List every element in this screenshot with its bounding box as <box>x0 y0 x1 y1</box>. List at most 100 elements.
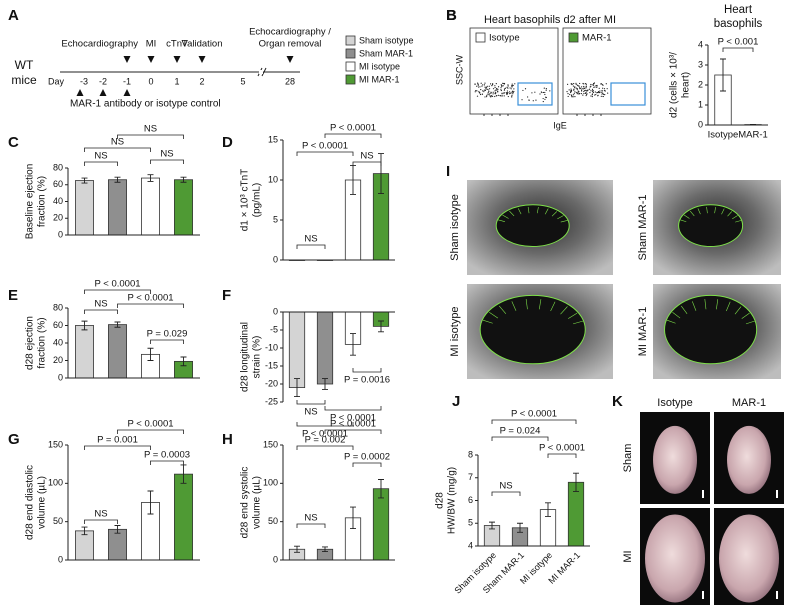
significance-label: P < 0.0001 <box>127 293 173 304</box>
y-axis-label: Baseline ejection <box>25 164 36 240</box>
significance-bracket <box>84 309 118 314</box>
strain-line <box>502 214 509 219</box>
flow-dot <box>513 88 515 90</box>
axis-break-gap <box>259 70 263 74</box>
flow-dot <box>490 96 492 98</box>
flow-dot <box>576 88 578 90</box>
flow-dot <box>480 82 482 84</box>
bar <box>108 179 127 236</box>
panel-letter: G <box>8 431 20 448</box>
significance-label: NS <box>360 151 373 162</box>
y-tick-label: 20 <box>53 355 63 365</box>
lv-trace <box>664 294 758 365</box>
photo-row-label: MI <box>622 550 634 562</box>
flow-dot <box>585 91 587 94</box>
strain-line <box>680 219 687 223</box>
event-label: Echocardiography / <box>249 27 331 38</box>
y-tick-label: 5 <box>273 214 278 224</box>
flow-dot <box>596 86 598 88</box>
y-axis-label: HW/BW (mg/g) <box>447 467 458 534</box>
flow-dot <box>503 92 505 95</box>
panel-letter: D <box>222 134 233 151</box>
flow-dot <box>570 95 573 97</box>
flow-dot <box>585 86 587 88</box>
heart <box>727 425 771 494</box>
flow-dot <box>494 95 496 98</box>
y-tick-label: 5 <box>468 518 473 528</box>
flow-dot <box>496 94 498 97</box>
flow-dot <box>580 92 583 95</box>
y-tick-label: 60 <box>53 179 63 189</box>
flow-legend-box <box>568 32 579 43</box>
y-tick-label: -25 <box>265 396 278 406</box>
flow-dot <box>584 92 587 94</box>
flow-dot <box>590 95 592 97</box>
lv-trace <box>678 204 744 248</box>
significance-label: P < 0.001 <box>718 37 759 48</box>
significance-label: P = 0.001 <box>97 435 138 446</box>
flow-dot <box>488 94 490 96</box>
flow-dot <box>598 87 600 90</box>
heart <box>653 425 697 494</box>
flow-dot <box>500 89 503 92</box>
flow-dot <box>591 94 593 96</box>
error-bar <box>378 153 384 195</box>
significance-label: P < 0.0001 <box>330 413 376 424</box>
chart-title: Heart <box>724 4 753 16</box>
flow-dot <box>476 90 478 92</box>
flow-dot <box>494 90 496 92</box>
flow-dot <box>511 90 514 92</box>
flow-dot <box>542 91 545 94</box>
event-arrow <box>173 56 181 63</box>
flow-dot <box>602 84 604 86</box>
flow-dot <box>479 86 481 88</box>
flow-dot <box>581 86 583 88</box>
y-tick-label: 0 <box>698 119 703 129</box>
flow-dot <box>543 87 545 89</box>
strain-line <box>732 215 738 220</box>
significance-label: P < 0.0001 <box>302 141 348 152</box>
strain-line <box>706 206 708 214</box>
flow-dot <box>582 88 584 90</box>
y-axis-label: strain (%) <box>252 336 263 379</box>
y-axis-label: d28 longitudinal <box>240 322 251 392</box>
strain-line <box>550 301 556 312</box>
y-axis-label: d28 <box>435 492 446 509</box>
significance-bracket <box>296 422 354 427</box>
strain-line <box>666 319 676 324</box>
flow-dot <box>601 91 603 93</box>
chart-title: basophils <box>714 18 763 30</box>
flow-dot <box>568 89 570 91</box>
flow-dot <box>597 90 600 93</box>
significance-bracket <box>150 460 184 465</box>
flow-dot <box>575 83 577 86</box>
flow-dot <box>491 95 494 98</box>
y-tick-label: 40 <box>53 337 63 347</box>
significance-label: P = 0.0002 <box>344 452 390 463</box>
y-tick-label: 0 <box>58 554 63 564</box>
y-tick-label: 150 <box>48 439 63 449</box>
panel-letter: A <box>8 7 19 24</box>
bar <box>372 488 390 561</box>
flow-dot <box>575 82 577 84</box>
y-axis-label: volume (µL) <box>37 476 48 529</box>
bar <box>174 473 193 561</box>
flow-dot <box>591 95 593 98</box>
significance-bracket <box>296 445 354 450</box>
strain-line <box>511 301 517 311</box>
flow-dot <box>501 93 503 95</box>
flow-dot <box>576 84 579 86</box>
flow-dot <box>491 95 493 97</box>
legend-swatch <box>345 48 356 59</box>
error-bar <box>114 176 121 183</box>
flow-dot <box>507 92 509 94</box>
flow-dot <box>507 87 509 89</box>
day-tick: -3 <box>80 76 88 86</box>
flow-dot <box>501 95 503 97</box>
significance-bracket <box>324 133 382 138</box>
y-tick-label: -15 <box>265 360 278 370</box>
echo-label: MI isotype <box>449 306 461 356</box>
flow-dot <box>477 86 480 88</box>
significance-bracket <box>150 159 184 164</box>
bar <box>316 311 334 385</box>
